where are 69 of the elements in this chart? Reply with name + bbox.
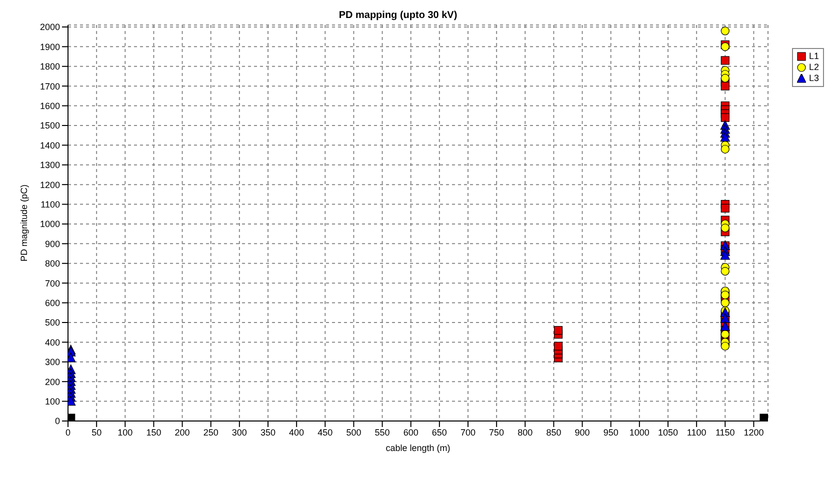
x-tick-label: 900 (574, 427, 590, 438)
x-axis-title: cable length (m) (386, 443, 450, 453)
x-tick-label: 650 (432, 427, 447, 438)
y-tick-label: 1100 (40, 199, 60, 210)
y-tick-label: 200 (44, 376, 60, 387)
x-tick-label: 350 (260, 427, 276, 438)
y-tick-label: 0 (54, 416, 60, 426)
point (720, 204, 730, 213)
legend-label: L1 (808, 51, 819, 62)
x-tick-label: 200 (174, 427, 190, 438)
point (720, 298, 730, 308)
x-tick-label: 1150 (715, 427, 735, 438)
x-tick-label: 500 (346, 427, 362, 438)
point (68, 396, 76, 406)
y-tick-label: 1600 (40, 100, 60, 111)
x-tick-label: 950 (603, 427, 618, 438)
y-tick-label: 700 (44, 278, 60, 288)
x-tick-label: 400 (289, 427, 304, 438)
y-tick-label: 500 (44, 318, 60, 328)
x-tick-label: 800 (518, 427, 533, 438)
point (68, 414, 76, 421)
y-tick-label: 600 (44, 298, 60, 308)
x-tick-label: 600 (403, 427, 418, 438)
y-tick-label: 1800 (40, 62, 60, 72)
x-tick-label: 0 (65, 427, 71, 438)
x-tick-label: 250 (203, 427, 218, 438)
x-tick-label: 750 (489, 427, 504, 438)
x-tick-label: 450 (318, 427, 333, 438)
point (720, 266, 730, 276)
x-tick-label: 1050 (658, 427, 678, 438)
x-tick-label: 100 (118, 427, 133, 438)
y-tick-label: 1700 (40, 81, 60, 92)
y-axis-title: PD magnitude (pC) (19, 184, 30, 262)
y-tick-label: 800 (44, 258, 60, 269)
legend-label: L2 (808, 62, 819, 73)
y-tick-label: 100 (44, 396, 60, 406)
point (720, 26, 730, 36)
point (720, 82, 730, 90)
x-tick-label: 550 (374, 427, 390, 438)
y-tick-label: 1500 (40, 120, 60, 131)
point (554, 342, 563, 350)
x-tick-label: 1200 (744, 427, 764, 438)
point (720, 74, 730, 82)
x-tick-label: 300 (232, 427, 247, 438)
y-tick-label: 1400 (40, 140, 60, 150)
legend-label: L3 (808, 73, 819, 84)
point (760, 414, 768, 421)
y-tick-label: 400 (44, 337, 60, 348)
x-tick-label: 1000 (629, 427, 650, 438)
x-tick-label: 150 (146, 427, 162, 438)
point (68, 352, 76, 362)
point (720, 56, 730, 65)
point (720, 342, 730, 350)
point (720, 113, 730, 122)
y-tick-label: 1900 (40, 42, 60, 52)
chart-title: PD mapping (upto 30 kV) (338, 9, 458, 21)
x-tick-label: 1100 (686, 427, 706, 438)
y-tick-label: 900 (44, 238, 60, 249)
y-tick-label: 1000 (40, 219, 60, 230)
y-tick-label: 2000 (40, 22, 60, 32)
point (720, 224, 730, 232)
point (720, 144, 730, 154)
y-tick-label: 1300 (40, 160, 60, 170)
y-tick-label: 1200 (40, 180, 60, 190)
x-tick-label: 50 (92, 427, 102, 438)
x-tick-label: 700 (460, 427, 476, 438)
x-tick-label: 850 (546, 427, 562, 438)
y-tick-label: 300 (44, 357, 60, 368)
point (554, 326, 563, 335)
